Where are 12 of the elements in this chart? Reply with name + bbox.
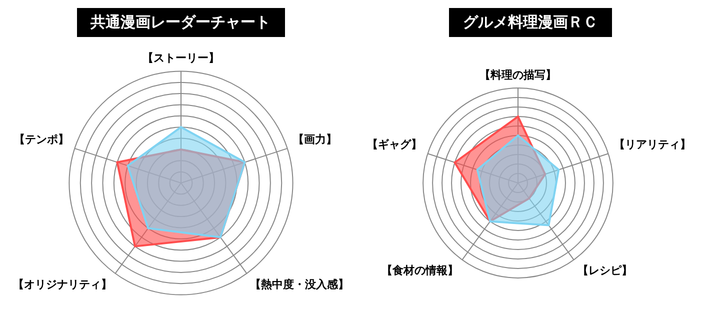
spoke-label: 【オリジナリティ】 xyxy=(12,278,112,291)
spoke-label: 【レシピ】 xyxy=(577,264,632,278)
spoke-label: 【熱中度・没入感】 xyxy=(250,278,350,291)
chart-title: グルメ料理漫画ＲＣ xyxy=(449,8,612,37)
spoke-label: 【料理の描写】 xyxy=(480,68,556,82)
spoke-label: 【リアリティ】 xyxy=(614,138,691,152)
spoke-label: 【テンポ】 xyxy=(14,132,69,146)
chart-title: 共通漫画レーダーチャート xyxy=(76,8,284,37)
spoke-label: 【ギャグ】 xyxy=(367,138,422,152)
spoke-label: 【ストーリー】 xyxy=(142,51,220,64)
spoke-label: 【画力】 xyxy=(293,132,338,146)
spoke-label: 【食材の情報】 xyxy=(382,264,459,278)
